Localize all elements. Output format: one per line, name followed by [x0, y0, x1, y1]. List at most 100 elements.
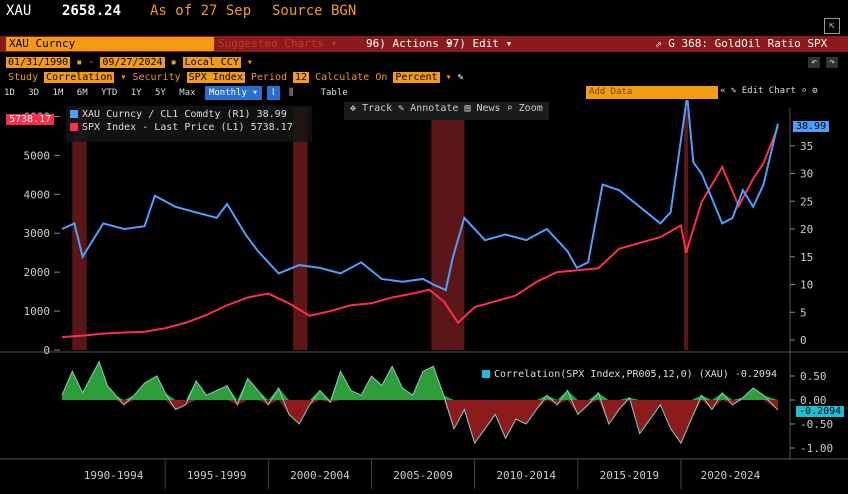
- legend-item-spx: SPX Index - Last Price (L1) 5738.17: [66, 121, 312, 134]
- range-tabs: 1D 3D 1M 6M YTD 1Y 5Y Max Monthly ▾ ⌇ ⫼ …: [0, 86, 352, 100]
- chevron-down-icon[interactable]: ▾: [246, 57, 253, 68]
- chart-svg: 0100020003000400050006000 05101520253035…: [0, 100, 848, 489]
- undo-redo: ↶ ↷: [808, 57, 839, 68]
- as-of-date: As of 27 Sep: [150, 3, 252, 19]
- zoom-button[interactable]: Zoom: [518, 103, 543, 114]
- chart-tools: ✥ Track ✎ Annotate ▤ News ⌕ Zoom: [344, 102, 549, 120]
- recession-bands: [72, 108, 689, 350]
- calendar-icon[interactable]: ▪: [170, 57, 177, 68]
- recession-band: [293, 108, 308, 350]
- graph-title: ⇗ G 368: GoldOil Ratio SPX: [655, 37, 827, 51]
- add-data-input[interactable]: Add Data: [586, 86, 718, 99]
- right-tick-label: 35: [800, 140, 813, 153]
- tab-table[interactable]: Table: [320, 88, 348, 98]
- track-button[interactable]: Track: [362, 103, 393, 114]
- corr-tick-label: 0.50: [800, 370, 827, 383]
- date-range: 01/31/1990 ▪ - 09/27/2024 ▪ Local CCY ▾: [6, 57, 253, 68]
- correlation-negative-area: [62, 400, 778, 444]
- correlation-last-value-badge: -0.2094: [796, 406, 845, 417]
- security-input[interactable]: XAU Curncy: [6, 37, 214, 51]
- annotate-button[interactable]: Annotate: [410, 103, 459, 114]
- period-input[interactable]: 12: [293, 72, 310, 83]
- recession-band: [684, 108, 689, 350]
- tab-monthly[interactable]: Monthly ▾: [204, 86, 262, 100]
- news-button[interactable]: News: [476, 103, 501, 114]
- external-link-icon[interactable]: ⇗: [655, 37, 669, 50]
- edit-chart-icon[interactable]: ✎: [730, 86, 737, 96]
- end-date-input[interactable]: 09/27/2024: [100, 57, 165, 68]
- left-tick-label: 3000: [24, 227, 51, 240]
- edit-label: 97) Edit: [446, 37, 499, 50]
- legend-label: SPX Index - Last Price (L1): [82, 122, 245, 133]
- corr-tick-label: -0.50: [800, 418, 833, 431]
- header-bar: [0, 0, 848, 24]
- left-tick-label: 5000: [24, 149, 51, 162]
- edit-button[interactable]: 97) Edit ▾: [446, 37, 513, 50]
- settings-icon[interactable]: ⚙: [812, 86, 818, 96]
- line-chart-icon[interactable]: ⌇: [267, 86, 280, 100]
- study-security-input[interactable]: SPX Index: [186, 72, 245, 83]
- right-tick-label: 15: [800, 251, 813, 264]
- correlation-legend: Correlation(SPX Index,PR005,12,0) (XAU) …: [482, 369, 777, 380]
- x-tick-label: 1990-1994: [84, 469, 144, 482]
- chart-legend: XAU Curncy / CL1 Comdty (R1) 38.99 SPX I…: [66, 106, 312, 142]
- right-tick-label: 25: [800, 195, 813, 208]
- suggested-charts-button[interactable]: Suggested Charts ▾: [218, 37, 338, 50]
- tab-3d[interactable]: 3D: [28, 88, 40, 98]
- tab-ytd[interactable]: YTD: [101, 88, 118, 98]
- tab-5y[interactable]: 5Y: [155, 88, 166, 98]
- left-tick-label: 1000: [24, 305, 51, 318]
- pen-icon[interactable]: ✎: [457, 72, 464, 83]
- left-tick-label: 2000: [24, 266, 51, 279]
- right-tick-label: 10: [800, 279, 813, 292]
- graph-title-text: G 368: GoldOil Ratio SPX: [668, 37, 828, 50]
- x-axis: 1990-1994 1995-1999 2000-2004 2005-2009 2010…: [84, 459, 761, 489]
- series-lines: [61, 100, 779, 339]
- legend-value: 38.99: [256, 109, 287, 120]
- calculate-on-select[interactable]: Percent: [393, 72, 440, 83]
- currency-select[interactable]: Local CCY: [182, 57, 241, 68]
- spx-line: [61, 126, 779, 339]
- price: 2658.24: [62, 3, 122, 19]
- x-tick-label: 2005-2009: [393, 469, 453, 482]
- recession-band: [431, 108, 465, 350]
- start-date-input[interactable]: 01/31/1990: [6, 57, 71, 68]
- legend-value: 5738.17: [250, 122, 293, 133]
- left-axis: 0100020003000400050006000: [24, 110, 60, 357]
- correlation-line: [61, 360, 779, 445]
- study-label: Study: [8, 72, 39, 83]
- annotate-icon[interactable]: ✎: [398, 103, 411, 114]
- date-separator-icon: ▪ -: [76, 57, 101, 68]
- ticker: XAU: [6, 3, 32, 19]
- actions-button[interactable]: 96) Actions ▾: [366, 37, 453, 50]
- tab-1m[interactable]: 1M: [52, 88, 64, 98]
- popout-icon[interactable]: ⇱: [824, 18, 840, 34]
- track-icon[interactable]: ✥: [350, 103, 363, 114]
- tab-max[interactable]: Max: [179, 88, 196, 98]
- tab-1d[interactable]: 1D: [4, 88, 15, 98]
- tab-1y[interactable]: 1Y: [130, 88, 142, 98]
- redo-icon[interactable]: ↷: [826, 57, 839, 68]
- right-last-value-badge: 38.99: [793, 121, 830, 132]
- right-tick-label: 30: [800, 168, 813, 181]
- zoom-icon[interactable]: ⌕: [506, 103, 519, 114]
- collapse-icon[interactable]: «: [720, 86, 726, 96]
- x-tick-label: 2015-2019: [600, 469, 660, 482]
- undo-icon[interactable]: ↶: [808, 57, 821, 68]
- news-icon[interactable]: ▤: [464, 103, 477, 114]
- study-select[interactable]: Correlation: [44, 72, 115, 83]
- suggested-charts-label: Suggested Charts: [218, 37, 324, 50]
- x-tick-label: 2000-2004: [290, 469, 350, 482]
- legend-item-ratio: XAU Curncy / CL1 Comdty (R1) 38.99: [66, 106, 312, 121]
- tab-6m[interactable]: 6M: [76, 88, 88, 98]
- zoom-icon[interactable]: ⌕: [801, 86, 807, 96]
- security-label: Security: [132, 72, 181, 83]
- x-tick-label: 1995-1999: [187, 469, 247, 482]
- calculate-on-label: Calculate On: [315, 72, 388, 83]
- edit-chart-label[interactable]: Edit Chart: [741, 86, 796, 96]
- x-tick-label: 2010-2014: [496, 469, 556, 482]
- chevron-down-icon: ▾: [445, 72, 458, 83]
- tab-monthly-label: Monthly: [208, 88, 247, 98]
- correlation-area: [61, 360, 779, 445]
- bar-chart-icon[interactable]: ⫼: [289, 88, 294, 98]
